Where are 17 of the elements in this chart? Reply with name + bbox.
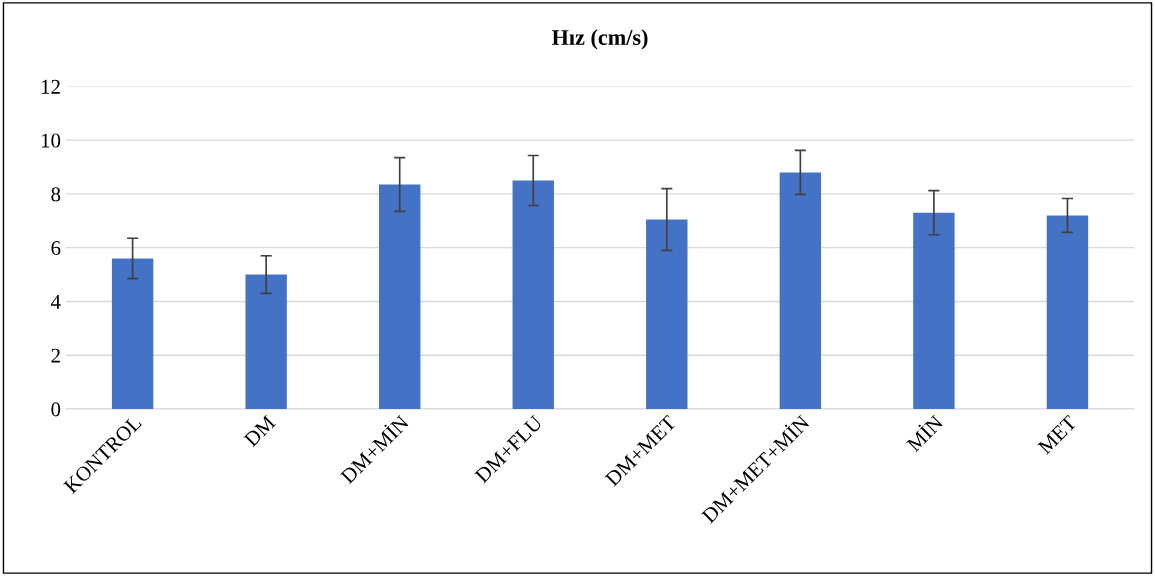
bar <box>379 184 421 409</box>
bar <box>245 274 287 409</box>
x-tick-label: DM <box>243 414 276 448</box>
y-tick-label: 4 <box>50 294 61 309</box>
bar <box>111 258 154 409</box>
bar <box>913 212 955 409</box>
bar <box>1046 215 1089 409</box>
y-tick-label: 2 <box>51 348 60 363</box>
bar <box>512 180 554 409</box>
y-tick-label: 12 <box>41 79 60 94</box>
y-tick-label: 0 <box>51 402 61 417</box>
y-tick-label: 6 <box>51 241 61 256</box>
bar <box>779 172 822 409</box>
y-tick-label: 10 <box>41 133 61 148</box>
y-tick-label: 8 <box>51 187 61 202</box>
chart-title: Hız (cm/s) <box>551 29 648 50</box>
bar <box>646 219 688 409</box>
